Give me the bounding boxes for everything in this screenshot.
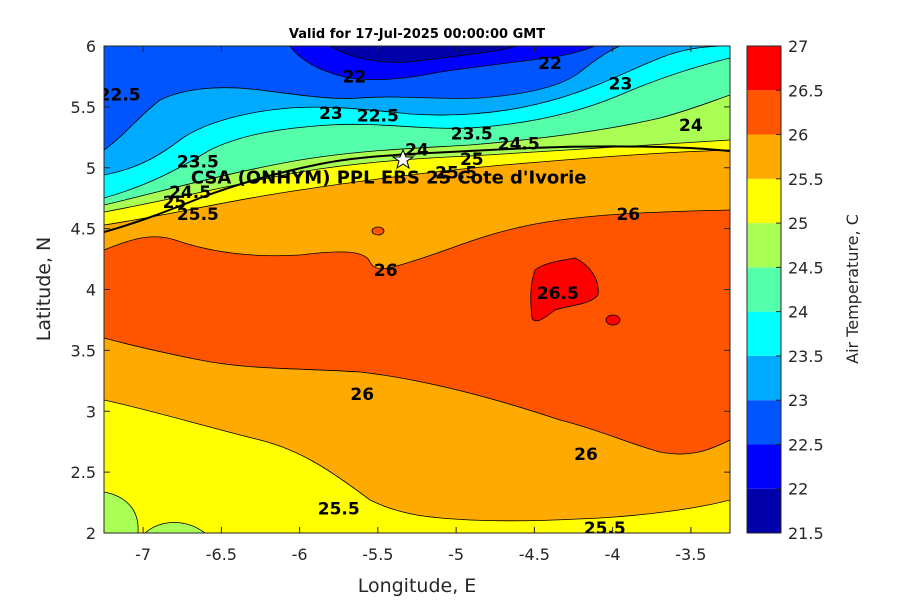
colorbar-swatch bbox=[747, 90, 781, 135]
x-tick-label: -5 bbox=[448, 545, 464, 564]
y-tick-label: 3.5 bbox=[71, 341, 96, 360]
band-21.5-22-north bbox=[329, 46, 519, 63]
contour-label: 22.5 bbox=[99, 86, 141, 106]
x-axis-ticks: -7 -6.5 -6 -5.5 -5 -4.5 -4 -3.5 bbox=[135, 46, 706, 564]
y-tick-label: 2 bbox=[86, 524, 96, 543]
band-26-26.5-small bbox=[371, 226, 385, 236]
band-26.5-27 bbox=[530, 257, 599, 322]
colorbar-swatch bbox=[747, 355, 781, 401]
colorbar-swatch bbox=[747, 311, 781, 356]
colorbar-tick-label: 24 bbox=[788, 303, 808, 322]
y-tick-label: 5 bbox=[86, 159, 96, 178]
colorbar-label: Air Temperature, C bbox=[843, 214, 862, 364]
contour-label: 25.5 bbox=[584, 519, 626, 539]
colorbar-swatch bbox=[747, 134, 781, 179]
contour-label: 24.5 bbox=[498, 134, 540, 154]
contour-label: 26 bbox=[374, 261, 398, 281]
contour-label: 25 bbox=[163, 193, 187, 213]
colorbar-tick-label: 27 bbox=[788, 37, 808, 56]
colorbar-tick-label: 24.5 bbox=[788, 258, 824, 277]
y-axis-label: Latitude, N bbox=[33, 237, 55, 342]
colorbar-tick-label: 26.5 bbox=[788, 81, 824, 100]
colorbar-frame bbox=[746, 45, 782, 534]
contour-label: 25.5 bbox=[435, 164, 477, 184]
colorbar-tick-label: 25.5 bbox=[788, 170, 824, 189]
band-26.5-27-small bbox=[605, 314, 621, 326]
contour-label: 23.5 bbox=[177, 153, 219, 173]
contour-label: 24 bbox=[405, 140, 429, 160]
x-tick-label: -7 bbox=[135, 545, 151, 564]
chart-title: Valid for 17-Jul-2025 00:00:00 GMT bbox=[289, 27, 545, 42]
y-tick-label: 4 bbox=[86, 281, 96, 300]
y-tick-label: 6 bbox=[86, 37, 96, 56]
colorbar-swatch bbox=[747, 444, 781, 489]
x-tick-label: -5.5 bbox=[362, 545, 393, 564]
contour-label: 22 bbox=[343, 67, 367, 87]
contour-label: 22.5 bbox=[357, 106, 399, 126]
x-tick-label: -6 bbox=[292, 545, 308, 564]
y-tick-label: 5.5 bbox=[71, 98, 96, 117]
colorbar-tick-label: 23 bbox=[788, 391, 808, 410]
site-label: CSA (ONHYM) PPL EBS 25 Cote d'Ivorie bbox=[191, 168, 587, 189]
band-22.5-23-north bbox=[104, 46, 621, 151]
contour-label: 23.5 bbox=[451, 125, 493, 145]
coastline bbox=[104, 145, 730, 233]
colorbar-tick-label: 26 bbox=[788, 126, 808, 145]
colorbar-swatch bbox=[747, 400, 781, 445]
colorbar-tick-label: 22.5 bbox=[788, 435, 824, 454]
colorbar-swatch bbox=[747, 488, 781, 533]
colorbar-tick-label: 25 bbox=[788, 214, 808, 233]
contour-label: 26 bbox=[350, 385, 374, 405]
colorbar-swatch bbox=[747, 46, 781, 91]
colorbar-tick-label: 21.5 bbox=[788, 524, 824, 543]
contour-label: 25.5 bbox=[318, 500, 360, 520]
x-tick-label: -4.5 bbox=[519, 545, 550, 564]
contour-label: 25 bbox=[460, 150, 484, 170]
contour-label: 24 bbox=[679, 116, 703, 136]
contour-label: 24.5 bbox=[169, 183, 211, 203]
contour-label: 26 bbox=[574, 445, 598, 465]
y-axis-ticks: 22.533.544.555.56 bbox=[71, 37, 730, 543]
colorbar: 21.5 22 22.5 23 23.5 24 24.5 25 25.5 26 26.5 27 bbox=[747, 37, 824, 543]
colorbar-tick-label: 22 bbox=[788, 480, 808, 499]
contour-label: 23 bbox=[609, 75, 633, 95]
colorbar-swatch bbox=[747, 178, 781, 224]
contour-label: 25.5 bbox=[177, 205, 219, 225]
site-star-marker bbox=[391, 148, 415, 170]
band-25-25.5-south bbox=[104, 399, 730, 533]
contour-label: 26.5 bbox=[537, 284, 579, 304]
x-tick-label: -3.5 bbox=[675, 545, 706, 564]
contour-label: 23 bbox=[319, 104, 343, 124]
y-tick-label: 4.5 bbox=[71, 220, 96, 239]
x-axis-label: Longitude, E bbox=[358, 575, 477, 597]
colorbar-swatch bbox=[747, 223, 781, 268]
x-tick-label: -6.5 bbox=[206, 545, 237, 564]
contour-label: 22 bbox=[538, 54, 562, 74]
contour-label: 26 bbox=[616, 205, 640, 225]
colorbar-tick-label: 23.5 bbox=[788, 347, 824, 366]
y-tick-label: 3 bbox=[86, 402, 96, 421]
colorbar-swatch bbox=[747, 267, 781, 312]
y-tick-label: 2.5 bbox=[71, 463, 96, 482]
x-tick-label: -4 bbox=[605, 545, 621, 564]
